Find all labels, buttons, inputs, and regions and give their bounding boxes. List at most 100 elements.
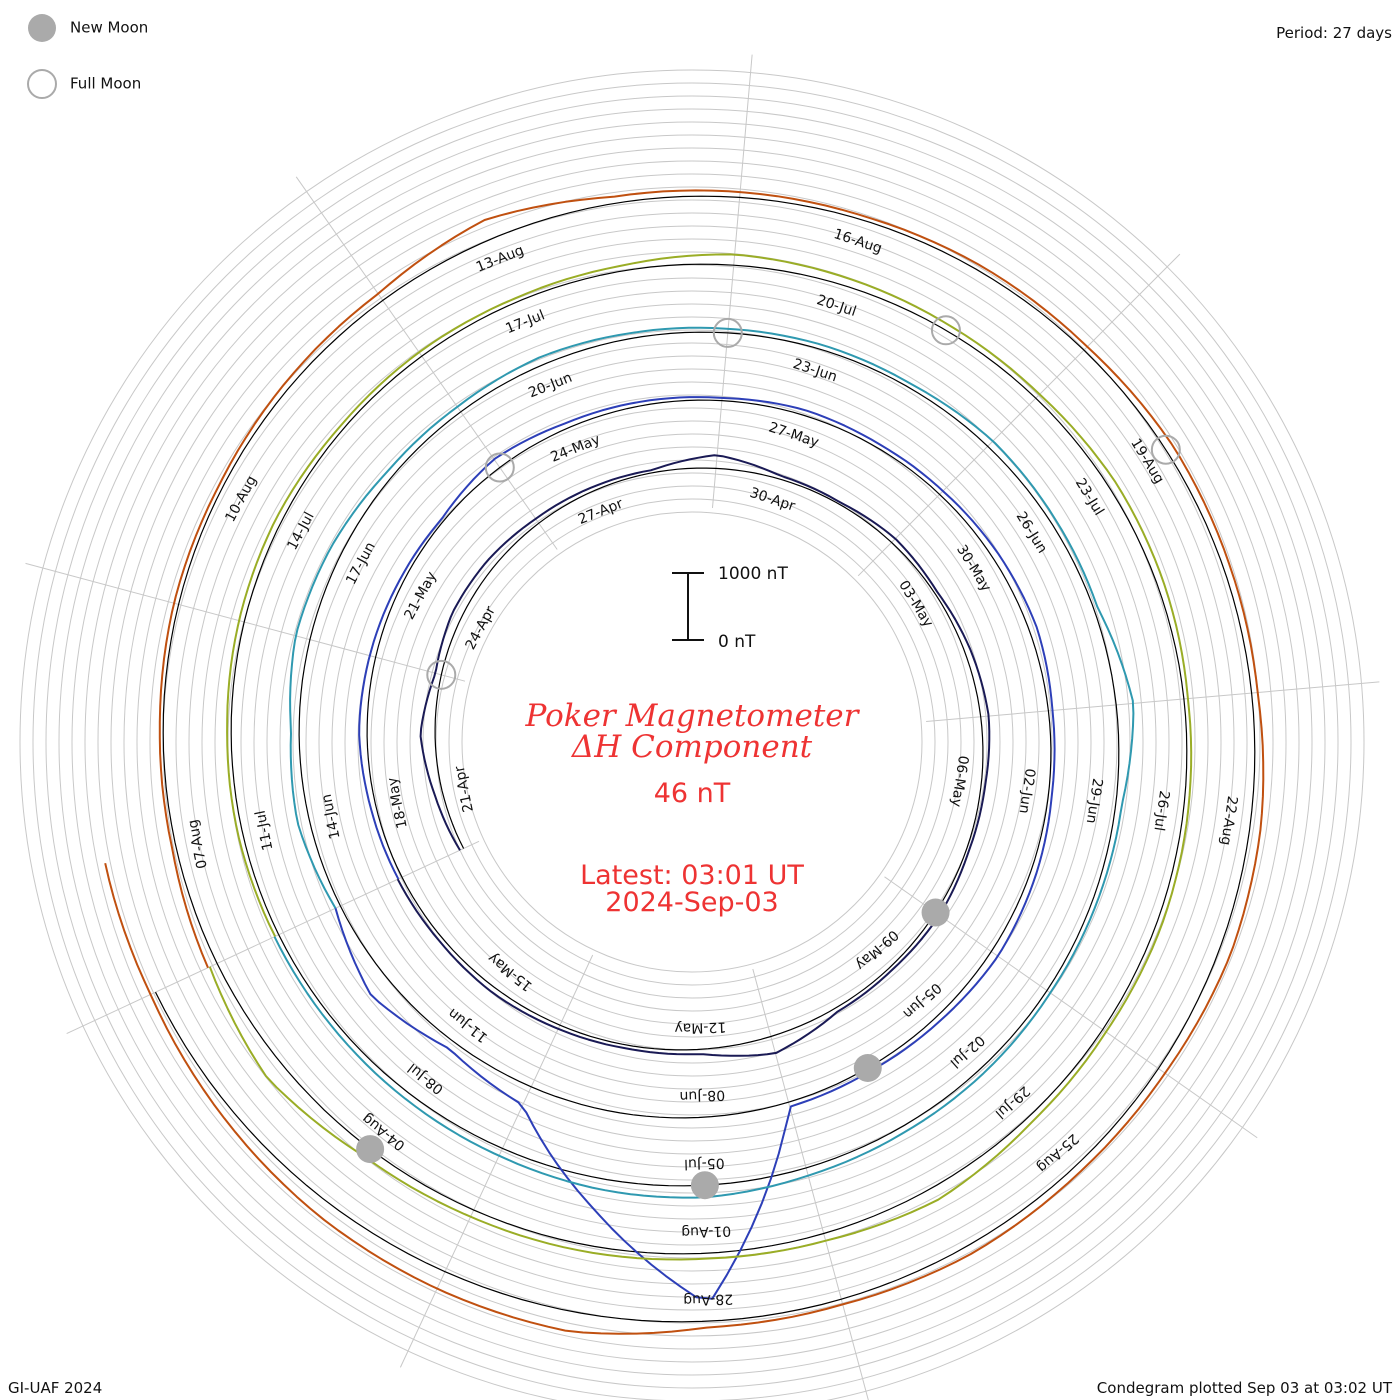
date-label: 30-Apr (748, 485, 798, 515)
footer-credit: GI-UAF 2024 (8, 1379, 102, 1397)
date-label: 23-Jun (791, 356, 839, 385)
grid-spoke (66, 840, 480, 1035)
date-label: 20-Jul (815, 292, 859, 320)
new-moon-marker (921, 898, 950, 927)
grid-spoke (295, 176, 558, 550)
date-label: 10-Aug (222, 473, 260, 525)
grid-circle (292, 342, 1092, 1142)
date-label: 05-Jul (684, 1155, 725, 1172)
grid-spoke (857, 253, 1181, 577)
footer-plotted: Condegram plotted Sep 03 at 03:02 UT (1097, 1379, 1393, 1397)
new-moon-marker (853, 1054, 882, 1083)
series-layer (104, 189, 1265, 1335)
grid-circle (240, 290, 1144, 1194)
chart-title: Poker Magnetometer (525, 698, 861, 734)
chart-subtitle: ΔH Component (571, 729, 813, 765)
date-label: 22-Aug (1217, 795, 1240, 847)
date-label: 29-Jul (992, 1083, 1033, 1122)
grid-circle (318, 368, 1066, 1116)
reference-circle (278, 331, 1120, 1187)
grid-spoke (752, 968, 869, 1400)
grid-circle (370, 420, 1014, 1064)
current-value: 46 nT (654, 778, 731, 809)
date-label: 24-Apr (463, 604, 499, 653)
grid-circle (266, 316, 1118, 1168)
grid-circle (409, 459, 975, 1025)
grid-circle (19, 69, 1365, 1400)
grid-circle (32, 82, 1352, 1400)
grid-circle (136, 186, 1248, 1298)
series-line-1 (396, 454, 991, 1057)
date-label: 13-Aug (474, 242, 526, 275)
full-moon-marker (1150, 434, 1181, 465)
date-label: 12-May (674, 1019, 726, 1037)
grid-circle (422, 472, 962, 1012)
date-label: 08-Jun (679, 1087, 725, 1104)
grid-circle (175, 225, 1209, 1259)
grid-spoke (926, 681, 1380, 723)
grid-circle (45, 95, 1339, 1389)
period-label: Period: 27 days (1276, 24, 1392, 42)
date-label: 01-Aug (681, 1222, 731, 1239)
full-moon-legend-label: Full Moon (70, 75, 141, 93)
scale-top-label: 1000 nT (718, 564, 788, 584)
full-moon-marker (930, 315, 961, 346)
grid-circle (331, 381, 1053, 1103)
date-label: 07-Aug (185, 818, 211, 870)
date-label: 26-Jul (1150, 789, 1172, 831)
series-line-2 (334, 396, 1056, 1300)
date-label: 09-May (852, 926, 901, 972)
grid-circle (435, 485, 949, 999)
moon-markers (356, 315, 1181, 1200)
new-moon-legend-icon (28, 14, 56, 42)
grid-circle (448, 498, 936, 986)
date-label: 28-Aug (683, 1290, 733, 1307)
grid-circle (344, 394, 1040, 1090)
series-line-5 (104, 189, 1265, 1335)
date-label: 17-Jun (343, 540, 379, 588)
series-line-4 (208, 253, 1193, 1261)
grid-circle (201, 251, 1183, 1233)
grid-circle (84, 134, 1300, 1350)
grid-circle (149, 199, 1235, 1285)
grid-circle (97, 147, 1287, 1337)
grid-circle (214, 264, 1170, 1220)
date-label: 18-May (385, 776, 411, 830)
date-label: 21-May (401, 569, 440, 622)
new-moon-marker (690, 1171, 719, 1200)
grid-circle (461, 511, 923, 973)
scale-bar (672, 572, 704, 641)
grid-circle (396, 446, 988, 1038)
date-label: 16-Aug (832, 226, 884, 257)
date-label: 25-Aug (1034, 1130, 1082, 1175)
reference-circle (401, 467, 984, 1051)
grid-circle (110, 160, 1274, 1324)
grid-spoke (399, 954, 594, 1368)
full-moon-marker (484, 452, 515, 483)
date-label: 29-Jun (1083, 777, 1105, 824)
full-moon-marker (712, 317, 743, 348)
date-label: 26-Jun (1013, 509, 1051, 556)
grid-layer (19, 54, 1380, 1400)
reference-circle (339, 399, 1052, 1119)
grid-circle (123, 173, 1261, 1311)
grid-circle (188, 238, 1196, 1246)
grid-circle (71, 121, 1313, 1363)
reference-circle (154, 195, 1256, 1323)
grid-spoke (25, 562, 466, 682)
date-label: 02-Jun (1015, 767, 1037, 814)
scale-bottom-label: 0 nT (718, 632, 756, 652)
latest-date: 2024-Sep-03 (605, 887, 778, 918)
grid-circle (357, 407, 1027, 1077)
grid-circle (58, 108, 1326, 1376)
date-label: 11-Jun (445, 1005, 491, 1046)
reference-circles (154, 195, 1256, 1323)
full-moon-marker (426, 659, 457, 690)
date-label: 27-Apr (576, 496, 626, 528)
date-label: 02-Jul (947, 1032, 988, 1071)
grid-circle (279, 329, 1105, 1155)
full-moon-legend-icon (27, 69, 57, 99)
date-label: 21-Apr (452, 764, 477, 813)
